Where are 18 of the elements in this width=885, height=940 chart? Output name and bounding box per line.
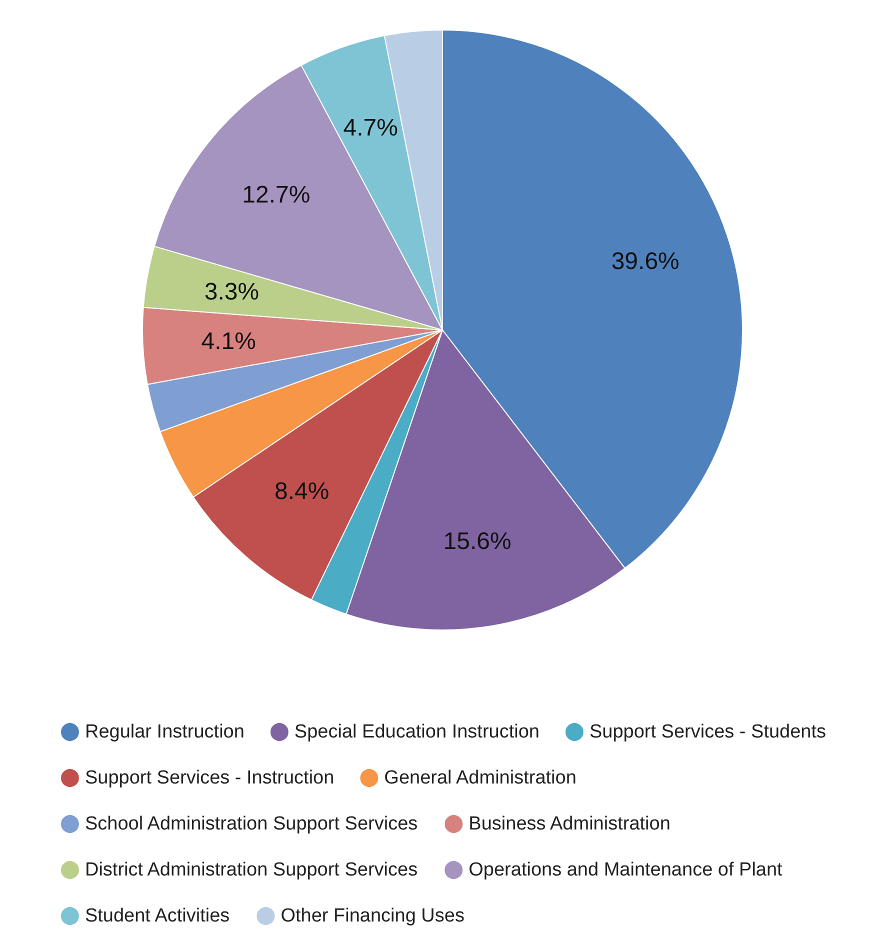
legend-label: Special Education Instruction — [294, 722, 540, 742]
data-label: 4.1% — [201, 328, 256, 355]
legend-label: Student Activities — [84, 906, 230, 926]
legend-label: Other Financing Uses — [280, 906, 464, 926]
data-label: 39.6% — [611, 248, 680, 275]
data-label: 12.7% — [242, 182, 310, 209]
legend-label: Business Administration — [468, 814, 670, 834]
legend-label: School Administration Support Services — [84, 814, 418, 834]
legend-label: District Administration Support Services — [84, 860, 418, 880]
legend-label: General Administration — [384, 768, 576, 788]
data-label: 15.6% — [443, 528, 512, 555]
legend-label: Support Services - Students — [589, 722, 826, 742]
data-label: 3.3% — [204, 278, 260, 306]
data-label: 8.4% — [274, 478, 330, 506]
legend-label: Operations and Maintenance of Plant — [468, 860, 784, 880]
data-label: 4.7% — [343, 114, 398, 142]
legend-label: Support Services - Instruction — [84, 768, 334, 788]
legend-label: Regular Instruction — [84, 722, 244, 742]
